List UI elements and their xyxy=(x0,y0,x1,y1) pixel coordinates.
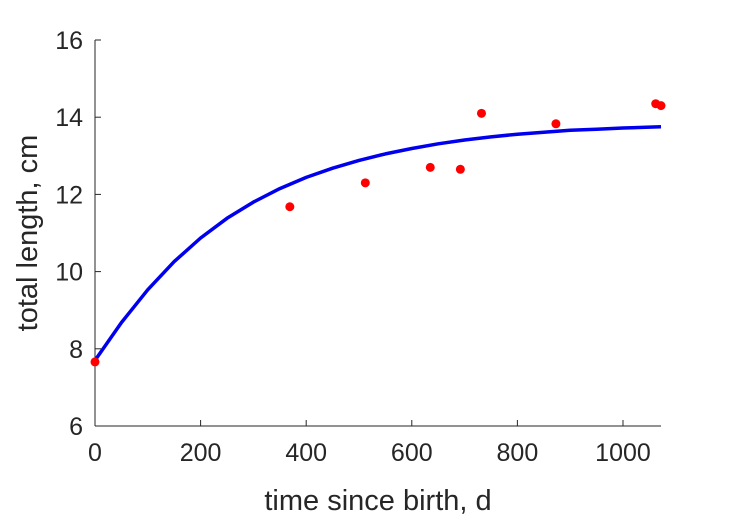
y-tick-label: 16 xyxy=(55,27,83,55)
y-tick-label: 10 xyxy=(55,259,83,287)
data-point xyxy=(455,164,465,174)
y-axis-label: total length, cm xyxy=(12,135,44,332)
x-tick-label: 600 xyxy=(391,439,433,467)
y-ticks: 6 8 10 12 14 16 xyxy=(55,27,101,441)
data-point xyxy=(360,178,370,188)
data-point xyxy=(656,101,666,111)
data-point xyxy=(90,357,100,367)
data-point xyxy=(476,108,486,118)
y-tick-label: 14 xyxy=(55,104,83,132)
x-tick-label: 800 xyxy=(497,439,539,467)
data-point xyxy=(285,202,295,212)
x-tick-label: 1000 xyxy=(595,439,651,467)
y-tick-label: 12 xyxy=(55,181,83,209)
x-ticks: 0 200 400 600 800 1000 xyxy=(88,420,651,467)
x-axis-label: time since birth, d xyxy=(264,485,491,517)
y-tick-label: 6 xyxy=(69,413,83,441)
series-layer xyxy=(90,99,666,367)
x-tick-label: 400 xyxy=(285,439,327,467)
fit-curve-line xyxy=(93,125,662,362)
x-tick-label: 200 xyxy=(180,439,222,467)
plot-area xyxy=(94,40,661,427)
y-tick-label: 8 xyxy=(69,336,83,364)
data-point xyxy=(551,119,561,129)
x-tick-label: 0 xyxy=(88,439,102,467)
data-point xyxy=(425,162,435,172)
